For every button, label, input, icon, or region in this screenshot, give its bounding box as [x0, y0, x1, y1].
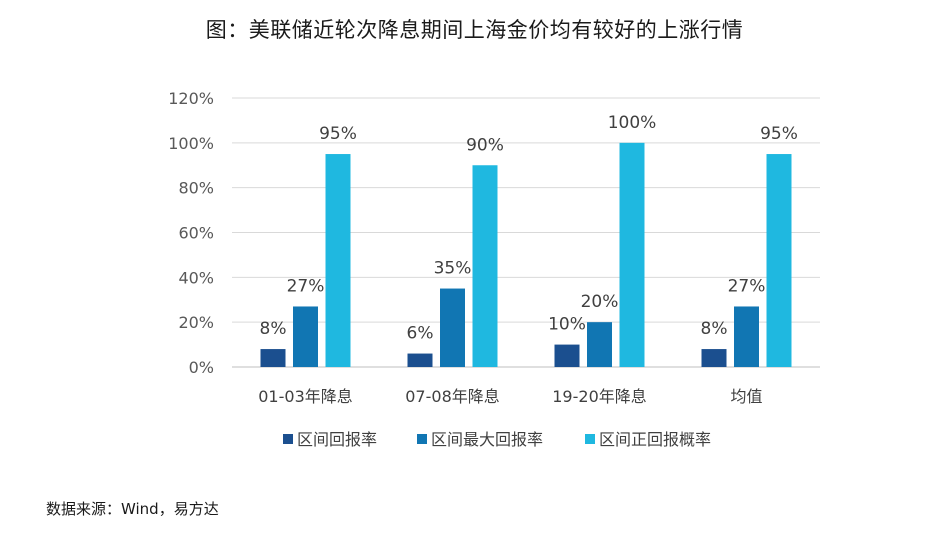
bar	[619, 142, 645, 367]
legend-swatch	[585, 434, 595, 444]
data-label: 95%	[760, 124, 798, 144]
y-tick-label: 60%	[178, 224, 214, 243]
y-tick-label: 100%	[168, 134, 214, 153]
y-tick-label: 40%	[178, 268, 214, 287]
data-label: 20%	[581, 292, 619, 312]
data-label: 10%	[548, 315, 586, 335]
data-label: 35%	[434, 259, 472, 279]
data-label: 8%	[260, 319, 287, 339]
bar	[734, 306, 759, 367]
legend-label: 区间最大回报率	[431, 430, 543, 449]
bar	[440, 288, 465, 367]
bar	[587, 322, 612, 367]
data-label: 100%	[608, 113, 657, 133]
data-label: 27%	[287, 276, 325, 296]
data-label: 6%	[407, 324, 434, 344]
legend-swatch	[417, 434, 427, 444]
bar	[472, 165, 498, 367]
y-tick-label: 0%	[189, 358, 214, 377]
bar	[554, 344, 580, 367]
data-label: 95%	[319, 124, 357, 144]
chart-title: 图：美联储近轮次降息期间上海金价均有较好的上涨行情	[205, 18, 744, 42]
x-tick-label: 01-03年降息	[258, 387, 353, 406]
data-label: 90%	[466, 135, 504, 155]
bar	[407, 353, 433, 367]
legend-label: 区间回报率	[297, 430, 377, 449]
y-tick-label: 20%	[178, 313, 214, 332]
bar	[260, 349, 286, 367]
bar	[325, 154, 351, 367]
bar	[701, 349, 727, 367]
data-label: 27%	[728, 276, 766, 296]
data-label: 8%	[701, 319, 728, 339]
legend-label: 区间正回报概率	[599, 430, 711, 449]
bar	[766, 154, 792, 367]
bar	[293, 306, 318, 367]
x-tick-label: 19-20年降息	[552, 387, 647, 406]
x-tick-label: 07-08年降息	[405, 387, 500, 406]
x-tick-label: 均值	[730, 387, 762, 406]
legend-swatch	[283, 434, 293, 444]
data-source: 数据来源：Wind，易方达	[46, 500, 219, 518]
y-tick-label: 120%	[168, 89, 214, 108]
y-tick-label: 80%	[178, 179, 214, 198]
